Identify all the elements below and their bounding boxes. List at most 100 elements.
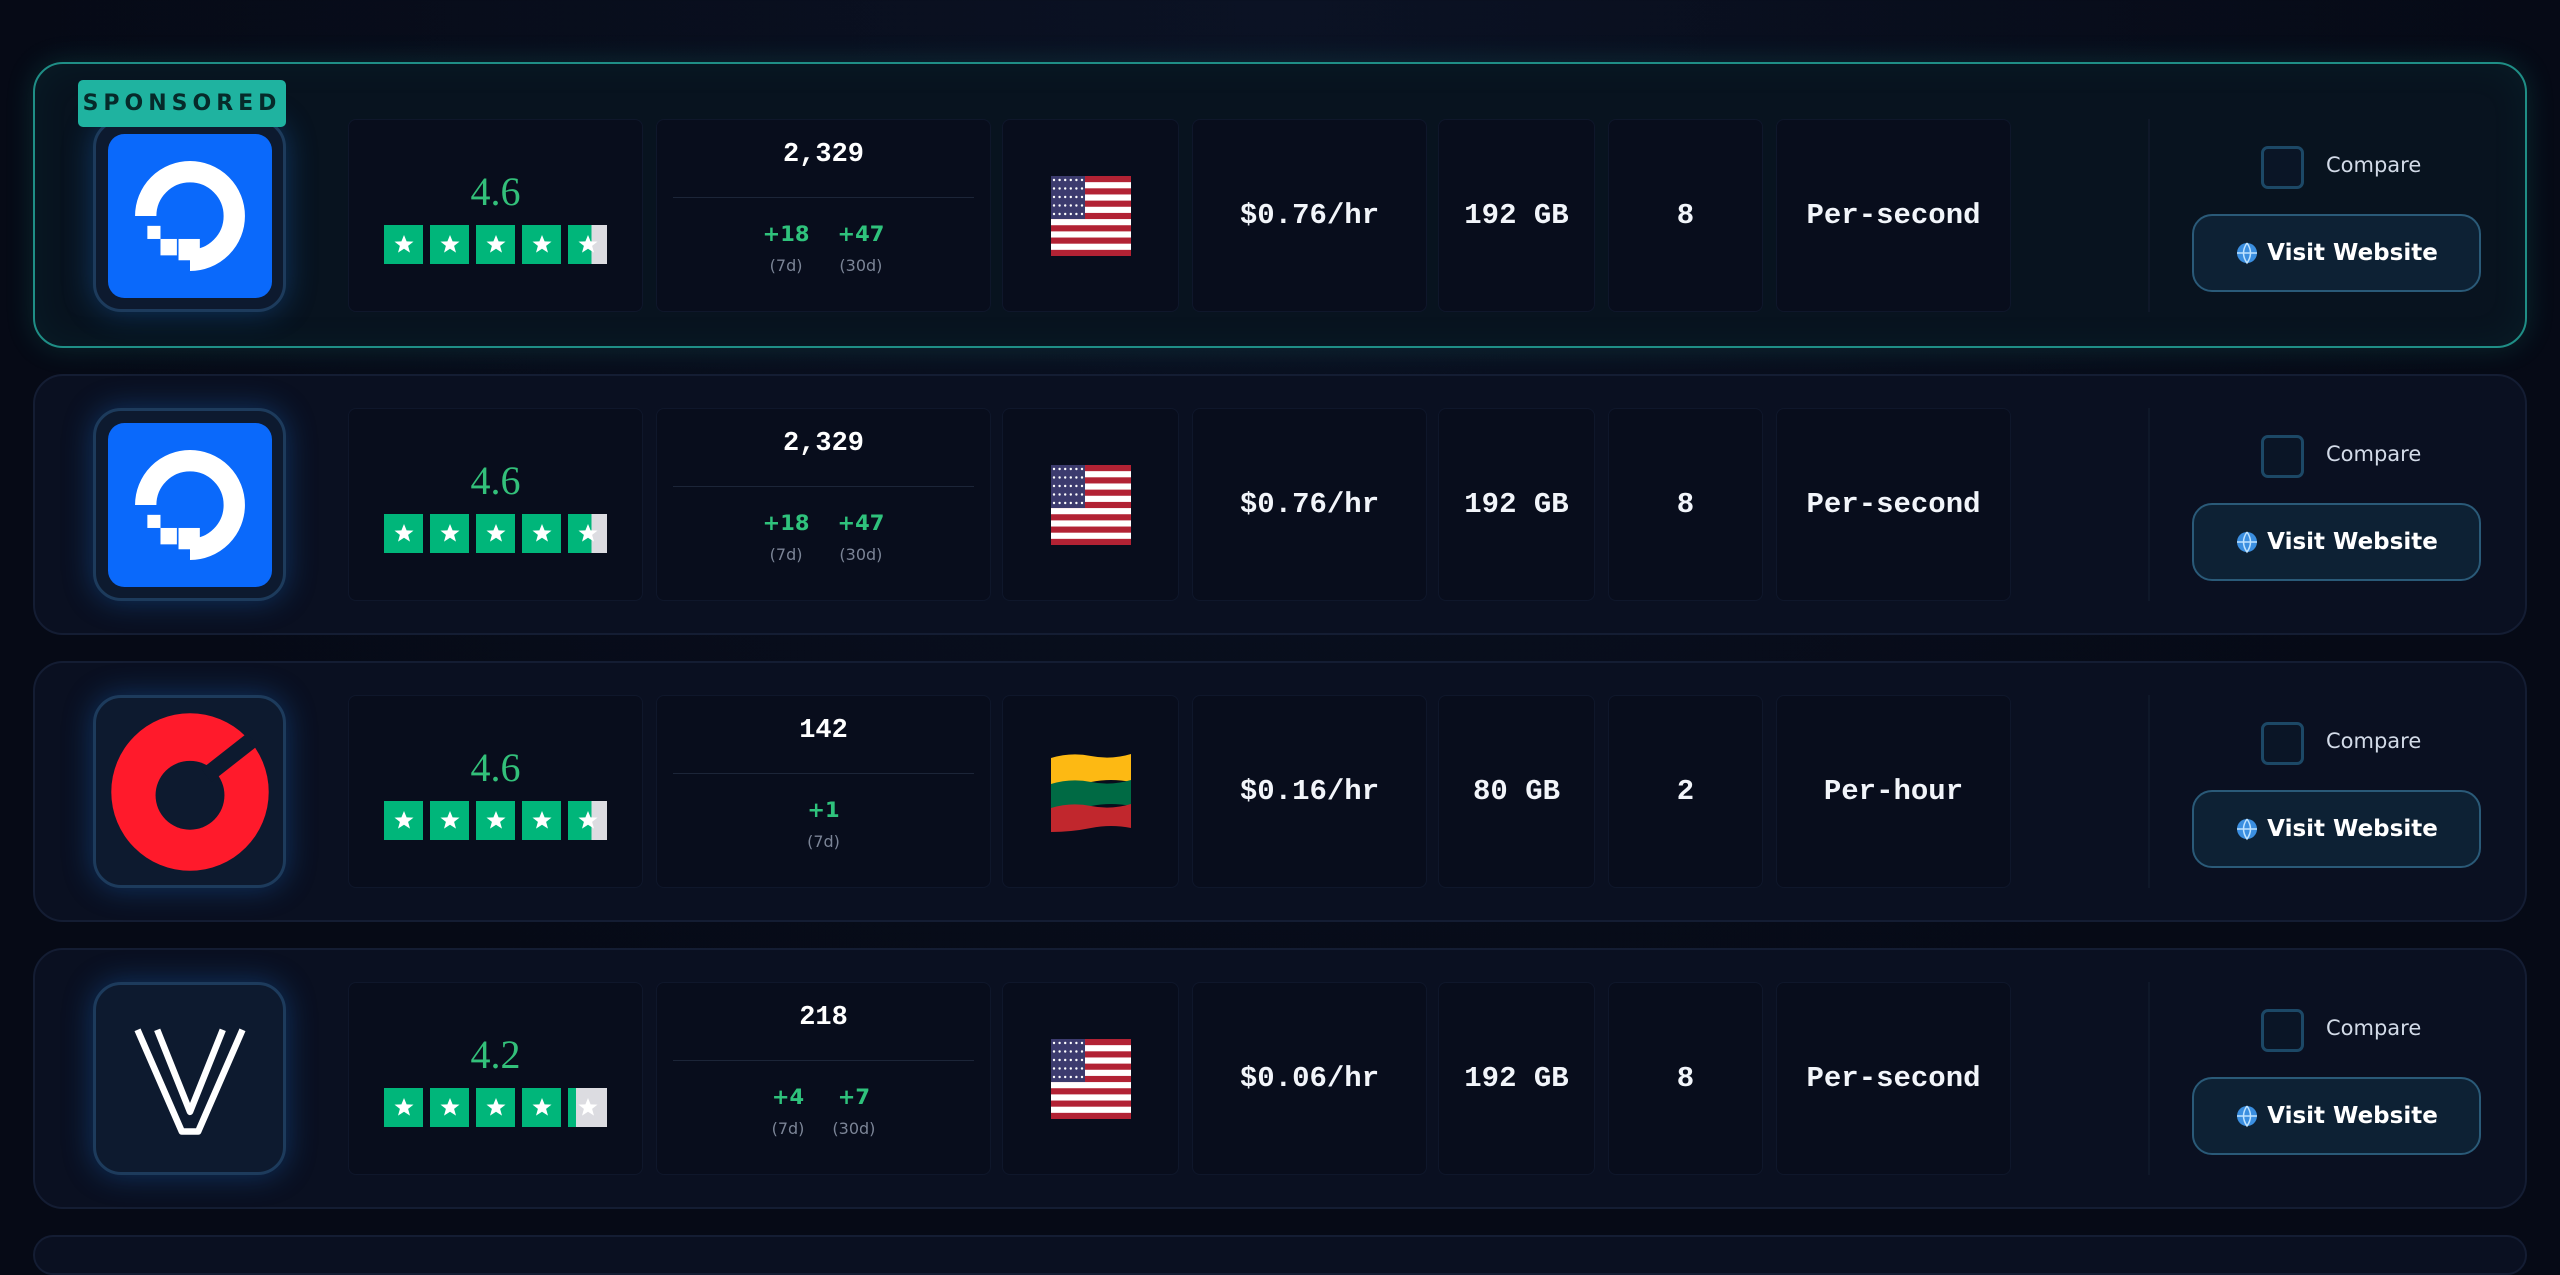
compare-checkbox[interactable] (2261, 146, 2304, 189)
price-value: $0.16/hr (1239, 775, 1380, 808)
delta-period: (7d) (807, 832, 840, 851)
visit-website-button[interactable]: Visit Website (2192, 503, 2481, 581)
review-delta: +18 (7d) (763, 222, 810, 275)
separator (673, 773, 974, 774)
cores-cell: 8 (1608, 119, 1763, 312)
visit-website-button[interactable]: Visit Website (2192, 1077, 2481, 1155)
review-delta: +7 (30d) (832, 1085, 875, 1138)
globe-icon (2235, 241, 2259, 265)
rating-cell: 4.2 (348, 982, 643, 1175)
star-icon (438, 808, 462, 832)
star (476, 224, 515, 264)
billing-cell: Per-second (1776, 119, 2011, 312)
star-icon-svg (440, 235, 459, 253)
storage-cell: 192 GB (1438, 982, 1595, 1175)
star-icon-svg (486, 1098, 505, 1116)
billing-cell: Per-second (1776, 982, 2011, 1175)
star-icon-svg (578, 524, 597, 542)
storage-value: 192 GB (1464, 1062, 1569, 1095)
star-icon (392, 232, 416, 256)
storage-value: 192 GB (1464, 488, 1569, 521)
visit-website-button[interactable]: Visit Website (2192, 790, 2481, 868)
billing-value: Per-second (1806, 1062, 1981, 1095)
visit-label[interactable]: Visit Website (2267, 1103, 2438, 1129)
compare-label[interactable]: Compare (2326, 153, 2422, 177)
price-cell: $0.76/hr (1192, 119, 1427, 312)
compare-label[interactable]: Compare (2326, 1016, 2422, 1040)
compare-checkbox[interactable] (2261, 722, 2304, 765)
country-flag-svg (1050, 753, 1131, 832)
review-delta: +47 (30d) (838, 511, 885, 564)
star-icon-svg (532, 235, 551, 253)
star-icon (438, 1095, 462, 1119)
provider-list: SPONSORED 4.6 2,329 +18 (7d) +47 (30d) $0.76/hr… (33, 62, 2527, 1275)
flag-cell (1002, 695, 1179, 888)
star-icon-svg (578, 235, 597, 253)
star (522, 1087, 561, 1127)
star-icon-svg (578, 1098, 597, 1116)
star-icon-svg (532, 1098, 551, 1116)
review-delta: +1 (7d) (807, 798, 840, 851)
rating-value: 4.2 (470, 1031, 521, 1077)
rating-stars (384, 513, 607, 553)
star (384, 224, 423, 264)
cores-value: 8 (1676, 199, 1695, 232)
logo-icon-svg (110, 712, 269, 871)
star-icon (576, 1095, 600, 1119)
divider (2148, 695, 2150, 888)
review-deltas: +18 (7d) +47 (30d) (763, 222, 885, 275)
star-icon-svg (486, 235, 505, 253)
provider-row: 4.6 142 +1 (7d) $0.16/hr 80 GB 2 Per-hour Compar… (33, 661, 2527, 922)
review-count: 218 (799, 1003, 848, 1033)
storage-cell: 192 GB (1438, 408, 1595, 601)
provider-logo (93, 695, 286, 888)
star-icon (392, 808, 416, 832)
star-icon (576, 521, 600, 545)
storage-cell: 80 GB (1438, 695, 1595, 888)
star (430, 224, 469, 264)
country-flag (1050, 1038, 1131, 1119)
star (430, 800, 469, 840)
flag-cell (1002, 408, 1179, 601)
visit-label[interactable]: Visit Website (2267, 816, 2438, 842)
rating-value: 4.6 (470, 744, 521, 790)
globe-icon-svg (2237, 818, 2258, 841)
delta-period: (30d) (832, 1119, 876, 1138)
globe-icon-svg (2237, 1105, 2258, 1128)
star-icon (530, 232, 554, 256)
price-value: $0.76/hr (1239, 488, 1380, 521)
compare-checkbox[interactable] (2261, 1009, 2304, 1052)
logo-icon (108, 710, 272, 874)
delta-period: (7d) (771, 1119, 805, 1138)
star-icon-svg (440, 1098, 459, 1116)
storage-value: 80 GB (1472, 775, 1560, 808)
star-icon-svg (440, 811, 459, 829)
star (568, 224, 607, 264)
sponsored-badge: SPONSORED (78, 80, 286, 127)
flag-cell (1002, 982, 1179, 1175)
delta-change: +47 (837, 511, 885, 535)
visit-website-button[interactable]: Visit Website (2192, 214, 2481, 292)
cores-value: 8 (1676, 1062, 1695, 1095)
divider (2148, 119, 2150, 312)
star (476, 1087, 515, 1127)
provider-logo (93, 408, 286, 601)
price-cell: $0.76/hr (1192, 408, 1427, 601)
reviews-cell: 2,329 +18 (7d) +47 (30d) (656, 408, 991, 601)
visit-label[interactable]: Visit Website (2267, 529, 2438, 555)
star-icon (392, 521, 416, 545)
compare-checkbox[interactable] (2261, 435, 2304, 478)
delta-period: (7d) (769, 545, 803, 564)
flag-cell (1002, 119, 1179, 312)
star-icon (484, 1095, 508, 1119)
star-icon (392, 1095, 416, 1119)
delta-change: +4 (771, 1085, 805, 1109)
logo-icon (108, 997, 272, 1161)
compare-label[interactable]: Compare (2326, 729, 2422, 753)
globe-icon (2235, 530, 2259, 554)
visit-label[interactable]: Visit Website (2267, 240, 2438, 266)
country-flag (1050, 752, 1131, 832)
compare-label[interactable]: Compare (2326, 442, 2422, 466)
globe-icon (2235, 1104, 2259, 1128)
